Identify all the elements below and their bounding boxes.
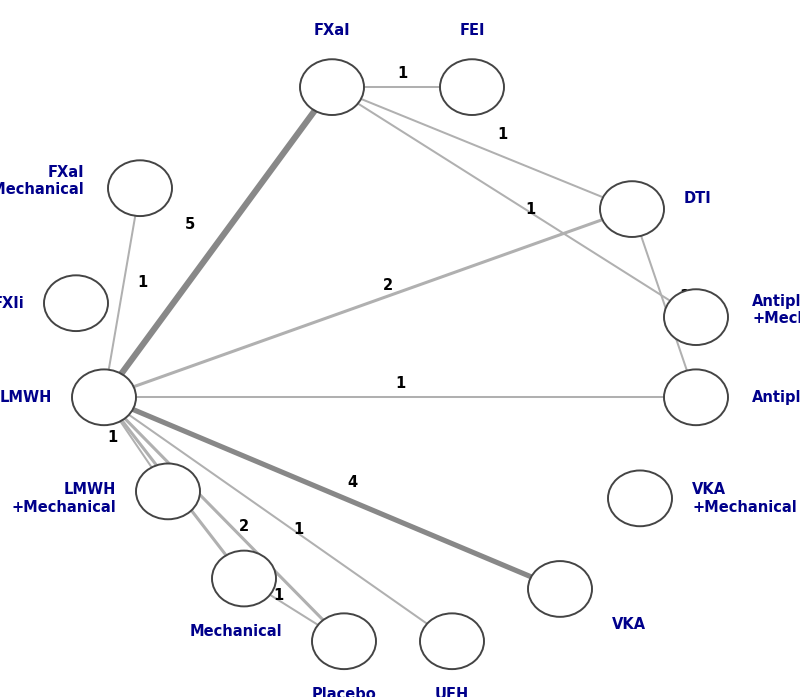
Text: LMWH: LMWH xyxy=(0,390,52,405)
Text: 1: 1 xyxy=(137,275,147,290)
Text: DTI: DTI xyxy=(684,191,712,206)
Text: 1: 1 xyxy=(107,430,117,445)
Text: FEI: FEI xyxy=(459,23,485,38)
Text: FXaI: FXaI xyxy=(314,23,350,38)
Text: Mechanical: Mechanical xyxy=(190,624,282,639)
Text: VKA: VKA xyxy=(612,617,646,632)
Text: FXIi: FXIi xyxy=(0,296,24,311)
Circle shape xyxy=(440,59,504,115)
Text: 2: 2 xyxy=(177,498,187,513)
Circle shape xyxy=(44,275,108,331)
Text: 1: 1 xyxy=(397,66,407,81)
Text: 1: 1 xyxy=(525,201,535,217)
Text: 5: 5 xyxy=(185,217,195,232)
Text: 1: 1 xyxy=(273,588,283,604)
Text: 2: 2 xyxy=(383,278,393,293)
Text: VKA
+Mechanical: VKA +Mechanical xyxy=(692,482,797,514)
Text: Antiplatelet: Antiplatelet xyxy=(752,390,800,405)
Text: 1: 1 xyxy=(497,127,507,141)
Circle shape xyxy=(212,551,276,606)
Text: 1: 1 xyxy=(679,289,689,304)
Text: 1: 1 xyxy=(293,522,303,537)
Text: Antiplatelet
+Mechanical: Antiplatelet +Mechanical xyxy=(752,294,800,326)
Circle shape xyxy=(528,561,592,617)
Circle shape xyxy=(608,470,672,526)
Circle shape xyxy=(664,289,728,345)
Circle shape xyxy=(72,369,136,425)
Text: 1: 1 xyxy=(395,376,405,391)
Circle shape xyxy=(664,369,728,425)
Circle shape xyxy=(108,160,172,216)
Circle shape xyxy=(600,181,664,237)
Text: 2: 2 xyxy=(239,519,249,534)
Text: FXaI
+Mechanical: FXaI +Mechanical xyxy=(0,165,84,197)
Circle shape xyxy=(420,613,484,669)
Circle shape xyxy=(312,613,376,669)
Text: Placebo: Placebo xyxy=(312,687,376,697)
Text: 4: 4 xyxy=(347,475,357,490)
Text: UFH: UFH xyxy=(435,687,469,697)
Circle shape xyxy=(136,464,200,519)
Circle shape xyxy=(300,59,364,115)
Text: LMWH
+Mechanical: LMWH +Mechanical xyxy=(11,482,116,514)
